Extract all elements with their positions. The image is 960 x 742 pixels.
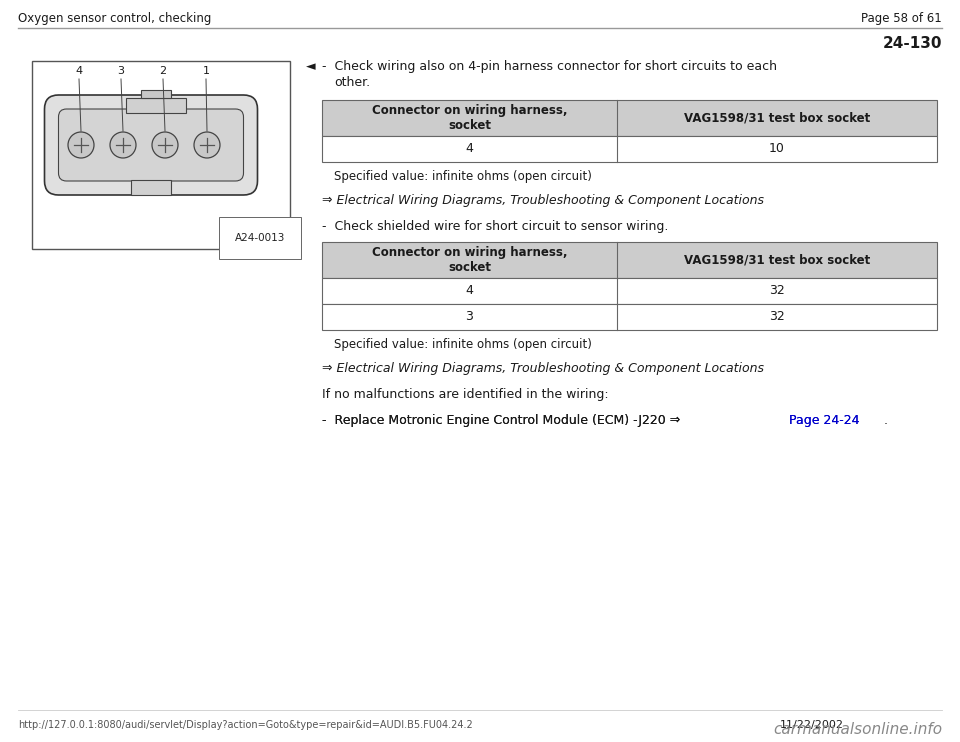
Bar	[322, 100, 937, 136]
Text: 4: 4	[466, 284, 473, 298]
Text: ⇒ Electrical Wiring Diagrams, Troubleshooting & Component Locations: ⇒ Electrical Wiring Diagrams, Troublesho…	[322, 362, 764, 375]
Text: 3: 3	[466, 310, 473, 324]
Circle shape	[194, 132, 220, 158]
Circle shape	[68, 132, 94, 158]
Text: VAG1598/31 test box socket: VAG1598/31 test box socket	[684, 254, 870, 266]
Text: Connector on wiring harness,
socket: Connector on wiring harness, socket	[372, 104, 567, 132]
Text: Specified value: infinite ohms (open circuit): Specified value: infinite ohms (open cir…	[334, 338, 592, 351]
Text: VAG1598/31 test box socket: VAG1598/31 test box socket	[684, 111, 870, 125]
Text: -  Replace Motronic Engine Control Module (ECM) -J220 ⇒: - Replace Motronic Engine Control Module…	[322, 414, 684, 427]
Text: 11/22/2002: 11/22/2002	[780, 720, 844, 730]
FancyBboxPatch shape	[59, 109, 244, 181]
Circle shape	[110, 132, 136, 158]
Text: http://127.0.0.1:8080/audi/servlet/Display?action=Goto&type=repair&id=AUDI.B5.FU: http://127.0.0.1:8080/audi/servlet/Displ…	[18, 720, 472, 730]
Text: Page 24-24: Page 24-24	[789, 414, 860, 427]
Text: Page 24-24: Page 24-24	[789, 414, 860, 427]
Text: Oxygen sensor control, checking: Oxygen sensor control, checking	[18, 12, 211, 25]
Text: 4: 4	[466, 142, 473, 156]
Bar	[322, 136, 937, 162]
Bar	[141, 90, 171, 98]
Bar	[322, 278, 937, 304]
Circle shape	[152, 132, 178, 158]
Text: 32: 32	[769, 310, 785, 324]
Text: 1: 1	[203, 66, 209, 76]
Text: .: .	[880, 414, 888, 427]
Text: Connector on wiring harness,
socket: Connector on wiring harness, socket	[372, 246, 567, 274]
Bar	[32, 61, 290, 249]
Text: Page 58 of 61: Page 58 of 61	[861, 12, 942, 25]
Text: If no malfunctions are identified in the wiring:: If no malfunctions are identified in the…	[322, 388, 609, 401]
Text: ◄: ◄	[306, 60, 316, 73]
FancyBboxPatch shape	[44, 95, 257, 195]
Bar	[322, 304, 937, 330]
Bar	[131, 180, 171, 195]
Text: -  Check wiring also on 4-pin harness connector for short circuits to each: - Check wiring also on 4-pin harness con…	[322, 60, 777, 73]
Text: ⇒ Electrical Wiring Diagrams, Troubleshooting & Component Locations: ⇒ Electrical Wiring Diagrams, Troublesho…	[322, 194, 764, 207]
Text: 4: 4	[76, 66, 83, 76]
Text: 32: 32	[769, 284, 785, 298]
Bar	[126, 98, 186, 113]
Text: A24-0013: A24-0013	[234, 233, 285, 243]
Text: carmanualsonline.info: carmanualsonline.info	[773, 722, 942, 737]
Text: Specified value: infinite ohms (open circuit): Specified value: infinite ohms (open cir…	[334, 170, 592, 183]
Text: 10: 10	[769, 142, 785, 156]
Text: 24-130: 24-130	[882, 36, 942, 51]
Text: other.: other.	[334, 76, 371, 89]
Text: -  Check shielded wire for short circuit to sensor wiring.: - Check shielded wire for short circuit …	[322, 220, 668, 233]
Text: -  Replace Motronic Engine Control Module (ECM) -J220 ⇒: - Replace Motronic Engine Control Module…	[322, 414, 684, 427]
Text: 3: 3	[117, 66, 125, 76]
Text: 2: 2	[159, 66, 167, 76]
Bar	[322, 242, 937, 278]
